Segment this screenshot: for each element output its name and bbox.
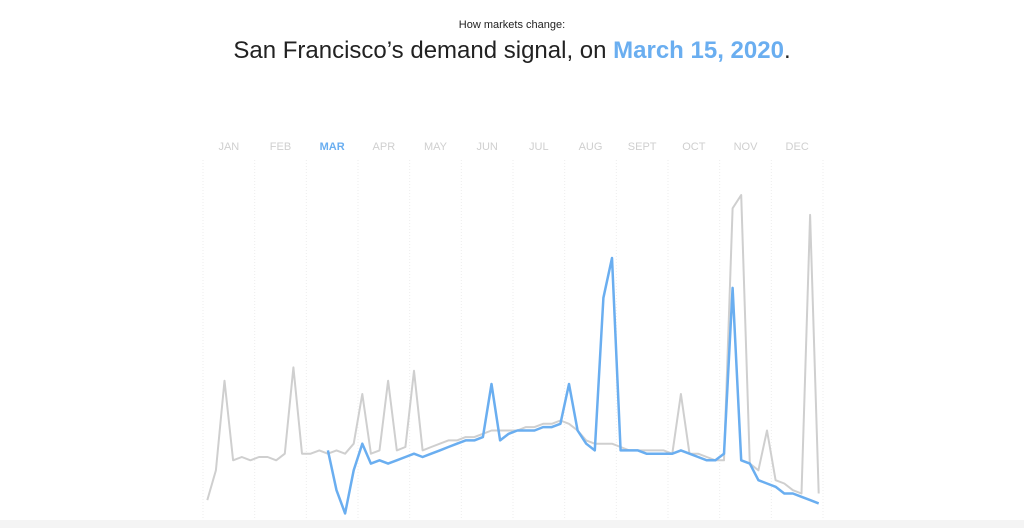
x-tick-label: APR xyxy=(373,141,396,153)
title-highlight: March 15, 2020 xyxy=(613,37,784,64)
chart-subtitle: How markets change: xyxy=(459,19,565,31)
x-tick-label: FEB xyxy=(270,141,291,153)
x-tick-label: SEPT xyxy=(628,141,657,153)
x-tick-label: DEC xyxy=(786,141,809,153)
x-tick-label: AUG xyxy=(579,141,603,153)
x-tick-label: NOV xyxy=(734,141,759,153)
series-line xyxy=(326,256,820,515)
x-tick-label: OCT xyxy=(682,141,706,153)
title-part: . xyxy=(784,37,791,64)
x-tick-label: JUL xyxy=(529,141,549,153)
x-tick-label: MAR xyxy=(320,141,345,153)
chart-title: San Francisco’s demand signal, on March … xyxy=(233,37,790,64)
title-part: San Francisco’s demand signal, on xyxy=(233,37,613,64)
x-tick-label: MAY xyxy=(424,141,448,153)
x-tick-label: JUN xyxy=(476,141,497,153)
footer-strip xyxy=(0,520,1024,528)
x-tick-label: JAN xyxy=(218,141,239,153)
